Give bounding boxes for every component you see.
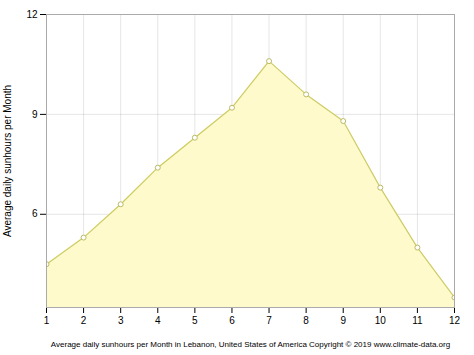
svg-text:8: 8 (303, 315, 309, 326)
svg-text:12: 12 (449, 315, 461, 326)
svg-text:9: 9 (340, 315, 346, 326)
svg-text:12: 12 (26, 9, 38, 20)
svg-text:2: 2 (81, 315, 87, 326)
svg-text:11: 11 (412, 315, 423, 326)
svg-text:Average daily sunhours per Mon: Average daily sunhours per Month (2, 85, 13, 237)
svg-text:9: 9 (32, 109, 38, 120)
svg-text:5: 5 (192, 315, 198, 326)
svg-text:6: 6 (32, 208, 38, 219)
svg-text:Average daily sunhours per Mon: Average daily sunhours per Month in Leba… (51, 340, 450, 349)
svg-text:1: 1 (44, 315, 50, 326)
svg-text:6: 6 (229, 315, 235, 326)
svg-text:10: 10 (375, 315, 387, 326)
svg-text:4: 4 (155, 315, 161, 326)
svg-text:3: 3 (118, 315, 124, 326)
svg-text:7: 7 (266, 315, 272, 326)
